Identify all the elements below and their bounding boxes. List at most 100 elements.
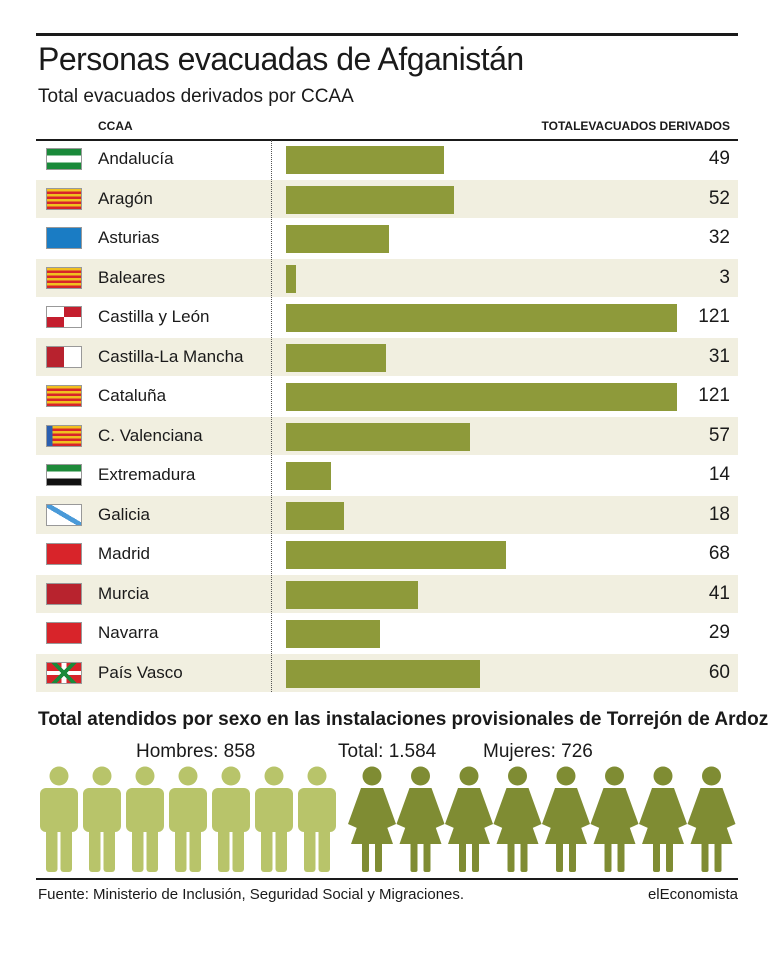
bar: [286, 541, 506, 569]
table-row: Madrid 68: [36, 535, 738, 573]
category-label: Castilla-La Mancha: [98, 346, 244, 366]
woman-icon: [396, 766, 445, 872]
value-label: 52: [708, 187, 730, 209]
value-label: 32: [708, 227, 730, 248]
page-title: Personas evacuadas de Afganistán: [38, 41, 524, 77]
man-icon: [255, 766, 293, 872]
cataluna-flag-icon: [46, 385, 82, 407]
value-label: 68: [708, 543, 730, 564]
man-icon: [126, 766, 164, 872]
bar: [286, 225, 390, 253]
bar: [286, 185, 455, 214]
value-label: 18: [708, 503, 730, 525]
sex-section-title: Total atendidos por sexo en las instalac…: [38, 709, 769, 730]
value-label: 3: [719, 266, 730, 288]
man-icon: [83, 766, 121, 872]
value-label: 41: [708, 582, 730, 604]
hombres-label: Hombres: 858: [136, 741, 256, 762]
category-label: Aragón: [98, 188, 153, 208]
value-label: 31: [708, 345, 730, 367]
bar: [286, 383, 677, 411]
baleares-flag-icon: [46, 266, 82, 289]
woman-icon: [639, 766, 687, 872]
man-icon: [212, 766, 250, 872]
navarra-flag-icon: [46, 622, 82, 644]
woman-icon: [542, 766, 590, 872]
bar: [286, 264, 296, 293]
bar: [286, 501, 345, 530]
value-label: 14: [708, 464, 730, 485]
table-row: Navarra 29: [36, 614, 738, 652]
andalucia-flag-icon: [46, 148, 82, 170]
bar: [286, 620, 380, 648]
table-row: Asturias 32: [36, 219, 738, 257]
table-row: Baleares 3: [36, 258, 738, 297]
man-icon: [169, 766, 207, 872]
category-label: C. Valenciana: [98, 425, 203, 445]
bar: [286, 462, 332, 490]
castilla-leon-flag-icon: [46, 306, 82, 328]
valenciana-flag-icon: [46, 424, 82, 447]
bar: [286, 580, 419, 609]
category-label: Madrid: [98, 544, 150, 563]
murcia-flag-icon: [46, 582, 82, 605]
header-rule: [36, 139, 738, 141]
category-label: País Vasco: [98, 662, 183, 682]
category-label: Castilla y León: [98, 307, 210, 326]
value-label: 57: [708, 424, 730, 446]
source-note: Fuente: Ministerio de Inclusión, Segurid…: [38, 886, 465, 903]
bar: [286, 659, 480, 688]
table-row: Castilla-La Mancha 31: [36, 337, 738, 376]
value-label: 121: [698, 306, 730, 327]
man-icon: [298, 766, 336, 872]
galicia-flag-icon: [46, 503, 82, 526]
category-label: Asturias: [98, 228, 160, 247]
extremadura-flag-icon: [46, 464, 82, 486]
pais-vasco-flag-icon: [46, 661, 82, 684]
table-row: C. Valenciana 57: [36, 416, 738, 455]
category-label: Galicia: [98, 504, 150, 524]
category-label: Andalucía: [98, 149, 174, 168]
value-label: 121: [698, 385, 730, 406]
category-label: Cataluña: [98, 386, 167, 405]
table-row: País Vasco 60: [36, 653, 738, 692]
value-label: 60: [708, 661, 730, 683]
table-row: Extremadura 14: [36, 456, 738, 494]
category-label: Navarra: [98, 623, 159, 642]
woman-icon: [493, 766, 542, 872]
value-label: 29: [708, 622, 730, 643]
column-header-total: TOTALEVACUADOS DERIVADOS: [541, 119, 730, 133]
bar: [286, 343, 387, 372]
table-row: Aragón 52: [36, 179, 738, 218]
woman-icon: [348, 766, 396, 872]
table-row: Murcia 41: [36, 574, 738, 613]
asturias-flag-icon: [46, 227, 82, 249]
category-label: Extremadura: [98, 465, 196, 484]
aragon-flag-icon: [46, 187, 82, 210]
man-icon: [40, 766, 78, 872]
pictogram: [40, 766, 736, 872]
table-row: Castilla y León 121: [36, 298, 738, 336]
column-header-ccaa: CCAA: [98, 119, 133, 133]
chart-subtitle: Total evacuados derivados por CCAA: [38, 86, 354, 107]
bottom-rule: [36, 878, 738, 880]
castilla-la-mancha-flag-icon: [46, 345, 82, 368]
woman-icon: [590, 766, 639, 872]
total-label: Total: 1.584: [338, 741, 437, 762]
table-row: Cataluña 121: [36, 377, 738, 415]
madrid-flag-icon: [46, 543, 82, 565]
woman-icon: [445, 766, 493, 872]
dotted-separator: [271, 140, 272, 692]
brand-logo: elEconomista: [647, 886, 738, 903]
table-row: Galicia 18: [36, 495, 738, 534]
bar: [286, 304, 677, 332]
value-label: 49: [708, 148, 730, 169]
bar: [286, 146, 445, 174]
mujeres-label: Mujeres: 726: [483, 741, 593, 762]
bar: [286, 422, 471, 451]
table-row: Andalucía 49: [36, 140, 738, 178]
category-label: Baleares: [98, 267, 166, 287]
category-label: Murcia: [98, 583, 150, 603]
top-rule: [36, 33, 738, 36]
woman-icon: [687, 766, 736, 872]
